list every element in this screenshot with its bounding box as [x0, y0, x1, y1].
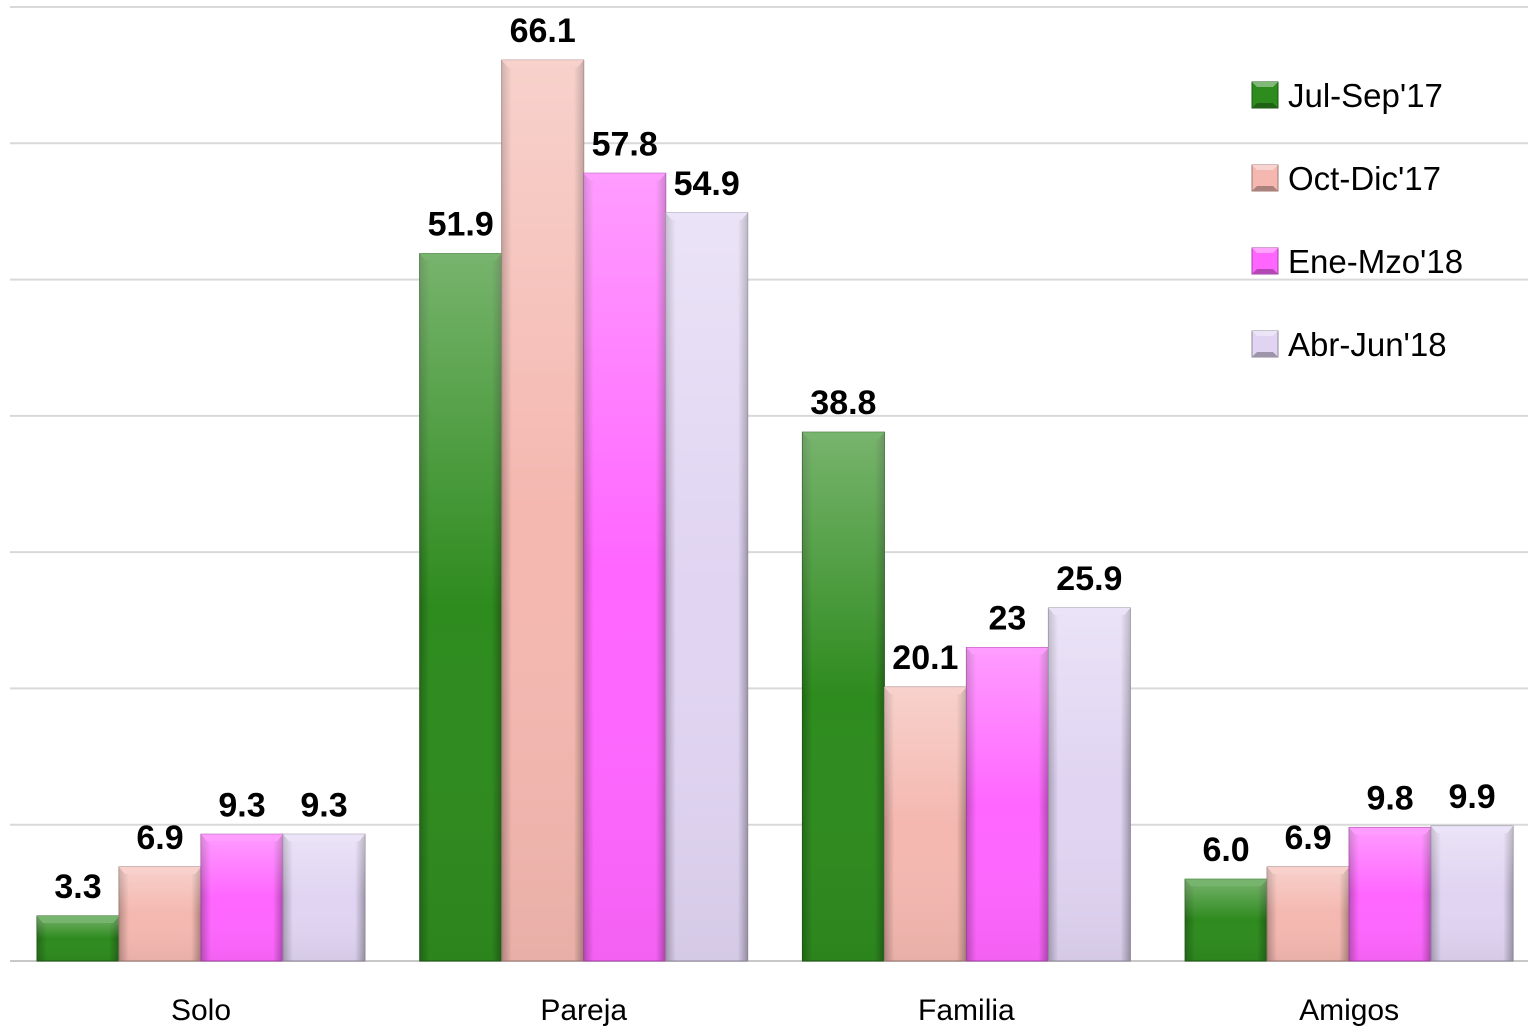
- data-label-amigos-jul-sep-17: 6.0: [1202, 831, 1249, 869]
- category-label-amigos: Amigos: [1299, 994, 1399, 1027]
- data-label-solo-oct-dic-17: 6.9: [136, 819, 183, 857]
- bar-solo-abr-jun-18: [282, 833, 366, 962]
- legend-label: Oct-Dic'17: [1288, 160, 1441, 197]
- legend-item-oct-dic-17: Oct-Dic'17: [1251, 160, 1441, 197]
- data-label-familia-oct-dic-17: 20.1: [892, 639, 958, 677]
- legend-swatch: [1251, 81, 1279, 109]
- bar-solo-ene-mzo-18: [200, 833, 284, 962]
- bar-pareja-oct-dic-17: [501, 59, 585, 962]
- bar-amigos-ene-mzo-18: [1348, 826, 1432, 962]
- legend-item-abr-jun-18: Abr-Jun'18: [1251, 326, 1447, 363]
- legend-label: Jul-Sep'17: [1288, 77, 1443, 114]
- category-label-solo: Solo: [171, 994, 231, 1027]
- legend-swatch: [1251, 247, 1279, 275]
- data-label-solo-ene-mzo-18: 9.3: [218, 786, 265, 824]
- data-label-familia-jul-sep-17: 38.8: [810, 384, 876, 422]
- bar-amigos-oct-dic-17: [1266, 866, 1350, 962]
- data-label-solo-jul-sep-17: 3.3: [54, 868, 101, 906]
- bar-solo-jul-sep-17: [36, 915, 120, 962]
- bar-pareja-ene-mzo-18: [583, 172, 667, 962]
- bar-pareja-abr-jun-18: [665, 212, 749, 962]
- data-label-amigos-ene-mzo-18: 9.8: [1366, 779, 1413, 817]
- bar-pareja-jul-sep-17: [419, 253, 503, 962]
- bar-amigos-jul-sep-17: [1184, 878, 1268, 962]
- data-label-amigos-abr-jun-18: 9.9: [1448, 778, 1495, 816]
- data-label-amigos-oct-dic-17: 6.9: [1284, 819, 1331, 857]
- data-labels: 3.3 6.9 9.3 9.3 51.9 66.1 57.8 54.9 38.8 20.1 23 25…: [54, 12, 1495, 906]
- legend-item-jul-sep-17: Jul-Sep'17: [1251, 77, 1443, 114]
- data-label-solo-abr-jun-18: 9.3: [300, 786, 347, 824]
- legend-item-ene-mzo-18: Ene-Mzo'18: [1251, 243, 1463, 280]
- data-label-pareja-ene-mzo-18: 57.8: [592, 125, 658, 163]
- data-label-pareja-abr-jun-18: 54.9: [674, 165, 740, 203]
- bar-familia-ene-mzo-18: [965, 647, 1049, 962]
- data-label-familia-abr-jun-18: 25.9: [1056, 560, 1122, 598]
- bar-amigos-abr-jun-18: [1430, 825, 1514, 962]
- bar-familia-oct-dic-17: [883, 686, 967, 962]
- category-label-familia: Familia: [918, 994, 1015, 1027]
- bar-solo-oct-dic-17: [118, 866, 202, 962]
- data-label-pareja-oct-dic-17: 66.1: [510, 12, 576, 50]
- category-label-pareja: Pareja: [540, 994, 627, 1027]
- data-label-pareja-jul-sep-17: 51.9: [428, 206, 494, 244]
- legend-label: Ene-Mzo'18: [1288, 243, 1463, 280]
- bars: [36, 59, 1514, 962]
- bar-familia-abr-jun-18: [1047, 607, 1131, 962]
- legend-swatch: [1251, 330, 1279, 358]
- legend-label: Abr-Jun'18: [1288, 326, 1447, 363]
- bar-familia-jul-sep-17: [801, 431, 885, 962]
- gridlines: [10, 6, 1528, 962]
- legend-swatch: [1251, 164, 1279, 192]
- data-label-familia-ene-mzo-18: 23: [988, 600, 1026, 638]
- category-labels: Solo Pareja Familia Amigos: [171, 994, 1399, 1027]
- legend: Jul-Sep'17 Oct-Dic'17 Ene-Mzo'18 Abr-Jun'18: [1251, 77, 1463, 363]
